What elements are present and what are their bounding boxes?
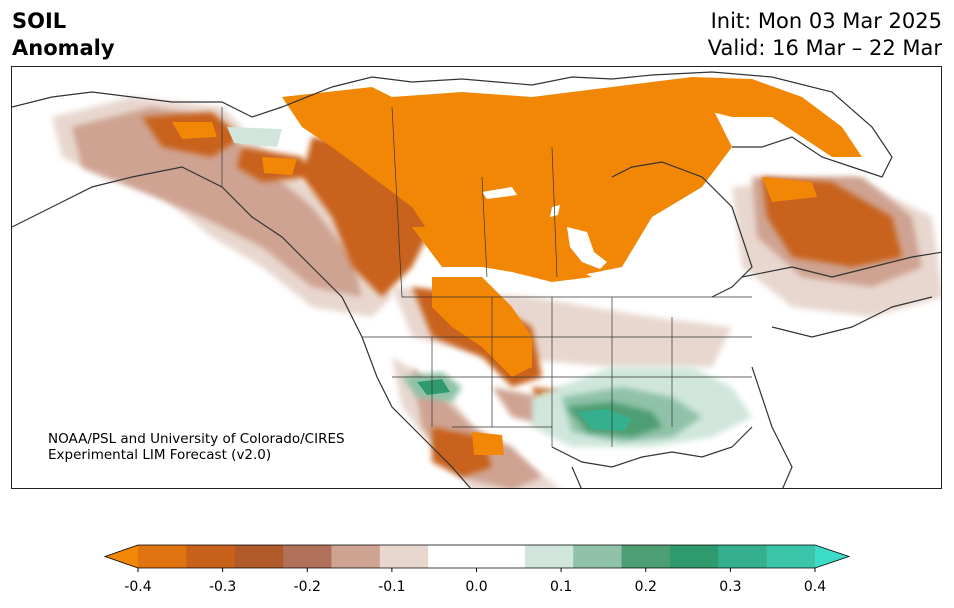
colorbar-segment — [669, 545, 719, 568]
strong-dry-layer — [172, 77, 862, 455]
title-line-2: Anomaly — [12, 36, 115, 60]
white-patches — [482, 187, 607, 269]
colorbar-segment — [283, 545, 332, 568]
colorbar-segment — [573, 545, 623, 568]
colorbar-extend-max — [815, 545, 849, 568]
credit-line-2: Experimental LIM Forecast (v2.0) — [48, 447, 272, 463]
colorbar-tick-label: -0.3 — [209, 579, 236, 595]
coastlines — [12, 71, 941, 488]
title-line-1: SOIL — [12, 9, 67, 33]
state-borders — [221, 106, 752, 447]
colorbar-tick-label: 0.0 — [465, 579, 487, 595]
colorbar-segment — [138, 545, 187, 568]
map-panel — [11, 66, 942, 489]
colorbar-segment — [524, 545, 574, 568]
colorbar-ticks: -0.4 -0.3 -0.2 -0.1 0.0 0.1 0.2 0.3 0.4 — [124, 568, 826, 595]
colorbar-segment — [379, 545, 429, 568]
colorbar-segment — [428, 545, 477, 568]
colorbar-segment — [718, 545, 768, 568]
colorbar-tick-label: -0.2 — [294, 579, 321, 595]
colorbar-tick-label: -0.1 — [378, 579, 405, 595]
colorbar-segment — [766, 545, 816, 568]
colorbar-segment — [476, 545, 526, 568]
init-date: Init: Mon 03 Mar 2025 — [710, 9, 942, 33]
anomaly-map — [12, 71, 941, 488]
colorbar-segment — [621, 545, 671, 568]
map-title: SOIL Anomaly — [12, 8, 115, 62]
colorbar-tick-label: 0.4 — [804, 579, 826, 595]
colorbar-tick-label: 0.1 — [550, 579, 572, 595]
data-credit: NOAA/PSL and University of Colorado/CIRE… — [48, 431, 345, 463]
colorbar-segment — [234, 545, 284, 568]
colorbar-tick-label: -0.4 — [124, 579, 151, 595]
valid-date: Valid: 16 Mar – 22 Mar — [707, 36, 942, 60]
colorbar-segments — [103, 544, 851, 569]
colorbar-segment — [331, 545, 381, 568]
wet-layer — [227, 127, 752, 447]
colorbar-tick-label: 0.3 — [719, 579, 741, 595]
credit-line-1: NOAA/PSL and University of Colorado/CIRE… — [48, 431, 345, 447]
colorbar-segment — [186, 545, 236, 568]
forecast-dates: Init: Mon 03 Mar 2025 Valid: 16 Mar – 22… — [708, 8, 942, 62]
colorbar-extend-min — [105, 545, 138, 568]
colorbar-tick-label: 0.2 — [635, 579, 657, 595]
